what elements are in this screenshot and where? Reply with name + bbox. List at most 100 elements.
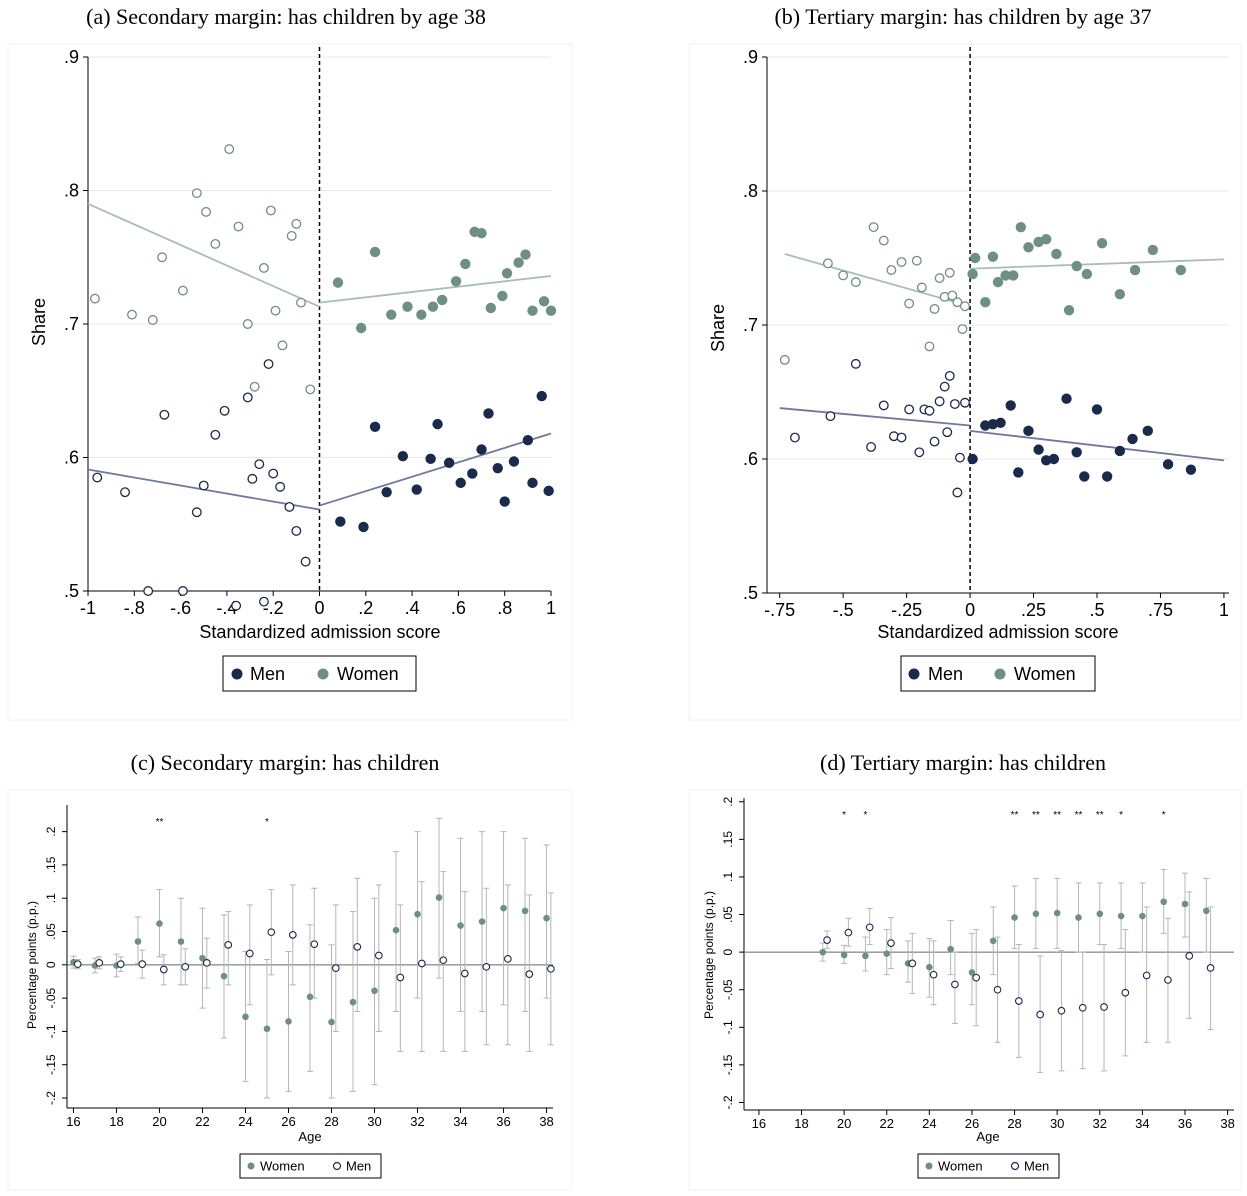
panel-d-point-men-12 xyxy=(1078,1003,1087,1012)
panel-c-legend-men: Men xyxy=(346,1159,371,1174)
panel-a-point-women-right-16 xyxy=(520,249,531,260)
panel-b-fit-men-right xyxy=(969,429,1225,462)
panel-d-point-women-16 xyxy=(1160,898,1167,906)
panel-a-ytick-label-3: .8 xyxy=(64,181,79,201)
panel-a-point-men-left-19 xyxy=(300,556,311,567)
panel-d-point-women-1 xyxy=(840,951,848,959)
panel-a-point-men-right-2 xyxy=(369,421,381,432)
panel-c-legend: Women Men xyxy=(239,1153,382,1179)
panel-b-point-men-left-4 xyxy=(878,400,889,411)
panel-b-legend: Men Women xyxy=(900,655,1096,692)
panel-c-xtick-label-7: 30 xyxy=(367,1114,381,1129)
panel-a-point-men-right-16 xyxy=(522,434,534,446)
panel-b-point-men-left-3 xyxy=(866,441,877,452)
panel-d-point-men-14 xyxy=(1121,988,1130,997)
panel-b-point-women-left-18 xyxy=(957,324,968,334)
panel-a-point-women-left-3 xyxy=(157,252,168,263)
panel-a-point-men-right-17 xyxy=(527,477,538,489)
panel-b-point-women-right-11 xyxy=(1051,248,1062,260)
panel-a-point-women-right-4 xyxy=(402,301,413,312)
panel-d-point-men-1 xyxy=(844,928,853,937)
panel-b-point-men-left-18 xyxy=(954,452,965,463)
panel-a-xtick-label-5: 0 xyxy=(314,598,324,618)
panel-a-point-men-left-3 xyxy=(159,409,170,420)
panel-a-point-women-left-1 xyxy=(127,309,137,320)
panel-a-legend-marker-women xyxy=(317,668,329,680)
panel-b-point-men-right-3 xyxy=(995,417,1006,429)
panel-b-point-men-right-16 xyxy=(1127,433,1138,445)
panel-a-point-men-left-5 xyxy=(191,507,202,518)
panel-b-point-women-right-16 xyxy=(1114,288,1126,300)
panel-a-point-women-right-17 xyxy=(527,305,538,316)
panel-d-point-women-18 xyxy=(1203,907,1210,915)
panel-a-point-women-right-12 xyxy=(485,302,497,314)
panel-a-point-women-right-5 xyxy=(416,309,427,320)
panel-b-point-women-right-15 xyxy=(1096,238,1108,249)
panel-a-point-women-left-9 xyxy=(233,221,244,232)
panel-c-point-men-16 xyxy=(417,959,426,968)
panel-a-point-men-right-3 xyxy=(381,487,392,498)
panel-c-point-women-12 xyxy=(328,1018,335,1026)
panel-c-xtick-label-1: 18 xyxy=(109,1114,123,1129)
panel-c-point-men-22 xyxy=(546,964,555,973)
panel-c-point-men-19 xyxy=(482,962,491,971)
panel-a-point-men-left-11 xyxy=(247,473,258,484)
panel-b: (b) Tertiary margin: has children by age… xyxy=(688,4,1242,721)
panel-a-point-men-left-8 xyxy=(219,405,230,416)
panel-c-point-men-15 xyxy=(396,973,405,982)
panel-b-point-men-right-7 xyxy=(1033,444,1044,455)
panel-d-point-men-9 xyxy=(1014,997,1023,1005)
panel-d-point-women-6 xyxy=(947,945,954,953)
panel-b-point-women-left-7 xyxy=(896,257,907,267)
panel-d-point-men-0 xyxy=(823,936,831,944)
panel-c-point-men-0 xyxy=(73,960,82,969)
panel-a-title: (a) Secondary margin: has children by ag… xyxy=(86,4,486,29)
panel-d-point-men-10 xyxy=(1036,1010,1044,1019)
panel-c-ylabel: Percentage points (p.p.) xyxy=(25,901,39,1029)
panel-a-point-women-right-6 xyxy=(427,301,439,312)
panel-c-point-women-14 xyxy=(371,987,378,995)
panel-b-point-women-left-19 xyxy=(960,301,970,312)
panel-c-point-men-5 xyxy=(181,962,190,971)
panel-a-point-women-left-14 xyxy=(270,305,281,316)
panel-d-xlabel: Age xyxy=(976,1129,999,1144)
panel-b-point-men-left-17 xyxy=(952,487,963,498)
panel-d-significance-star-3: ** xyxy=(1032,810,1040,821)
panel-d-point-women-3 xyxy=(883,950,891,957)
panel-b-point-women-left-11 xyxy=(924,341,935,352)
panel-a-point-men-left-16 xyxy=(275,481,286,492)
panel-c-plot: -.2 -.15 -.1 -.05 0 .05 .1 .15 .2 16 18 20 22 24 26 28 3… xyxy=(44,805,555,1129)
panel-c-point-women-18 xyxy=(457,922,464,929)
panel-d-significance-star-4: ** xyxy=(1053,810,1061,821)
panel-d-ytick-label-4: 0 xyxy=(721,948,735,955)
panel-d-significance-star-1: * xyxy=(863,810,867,821)
panel-a-point-women-left-12 xyxy=(258,262,269,273)
panel-b-point-women-right-18 xyxy=(1147,244,1159,256)
panel-b-point-men-right-18 xyxy=(1162,459,1174,470)
panel-d-significance-star-8: * xyxy=(1162,810,1166,821)
panel-a-point-men-right-15 xyxy=(508,456,520,467)
panel-b-ylabel: Share xyxy=(708,304,728,352)
panel-d-point-women-5 xyxy=(926,963,933,971)
panel-b-point-women-right-3 xyxy=(987,251,999,262)
panel-d-ytick-label-1: -.15 xyxy=(721,1054,735,1075)
panel-c-point-men-8 xyxy=(245,949,254,958)
panel-b-point-men-left-7 xyxy=(904,404,915,415)
panel-c-point-women-3 xyxy=(134,938,142,945)
panel-b-point-men-left-10 xyxy=(924,405,935,416)
panel-c-point-men-11 xyxy=(310,940,319,949)
panel-a-legend: Men Women xyxy=(222,655,417,692)
panel-d-plot: -.2 -.15 -.1 -.05 0 .05 .1 .15 .2 16 18 20 22 24 26 28 3… xyxy=(721,796,1235,1131)
panel-c-xtick-label-11: 38 xyxy=(539,1114,553,1129)
panel-a-ytick-label-0: .5 xyxy=(64,581,79,601)
panel-a-point-women-right-14 xyxy=(501,268,513,279)
panel-a-point-men-left-14 xyxy=(263,359,274,370)
panel-c-xtick-label-10: 36 xyxy=(496,1114,510,1129)
panel-b-point-men-right-10 xyxy=(1061,393,1072,404)
panel-b-point-men-left-8 xyxy=(914,447,925,458)
panel-d-point-men-5 xyxy=(929,970,938,979)
panel-d-legend-men: Men xyxy=(1024,1159,1049,1174)
panel-d-xtick-label-4: 24 xyxy=(922,1116,936,1131)
panel-a-point-men-right-19 xyxy=(543,485,554,497)
panel-a-point-women-left-0 xyxy=(89,293,100,304)
